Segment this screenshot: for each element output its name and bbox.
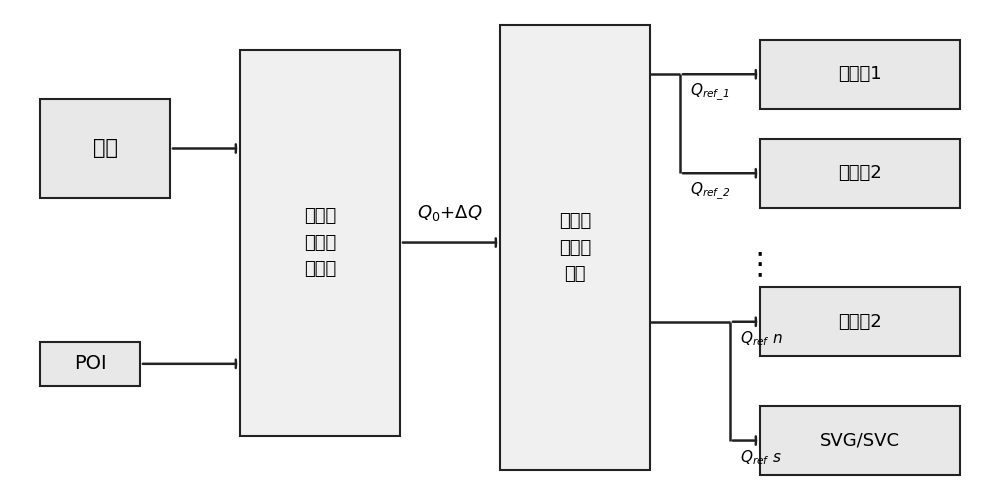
Bar [760,139,960,208]
Text: POI: POI [74,354,106,373]
Text: $Q_0$+$\Delta Q$: $Q_0$+$\Delta Q$ [417,203,483,223]
Bar [240,50,400,436]
Bar [760,406,960,475]
Text: 逆变器2: 逆变器2 [838,313,882,331]
Text: $Q_{\mathregular{ref\_2}}$: $Q_{\mathregular{ref\_2}}$ [690,181,730,201]
Text: 逆变器2: 逆变器2 [838,164,882,182]
Text: 电网: 电网 [93,139,118,158]
Text: 无功功
率分配
算法: 无功功 率分配 算法 [559,212,591,283]
Bar [40,99,170,198]
Bar [760,287,960,356]
Text: ⋮: ⋮ [745,250,775,279]
Text: $Q_{\mathregular{ref\_1}}$: $Q_{\mathregular{ref\_1}}$ [690,82,729,102]
Text: 调压、
无功控
制策略: 调压、 无功控 制策略 [304,207,336,278]
Text: 逆变器1: 逆变器1 [838,65,882,83]
Bar [40,342,140,386]
Text: $Q_{\mathregular{ref}}$ $\mathregular{s}$: $Q_{\mathregular{ref}}$ $\mathregular{s}… [740,448,782,467]
Bar [760,40,960,109]
Text: SVG/SVC: SVG/SVC [820,432,900,449]
Text: $Q_{\mathregular{ref}}$ $\mathregular{n}$: $Q_{\mathregular{ref}}$ $\mathregular{n}… [740,329,783,348]
Bar [500,25,650,470]
